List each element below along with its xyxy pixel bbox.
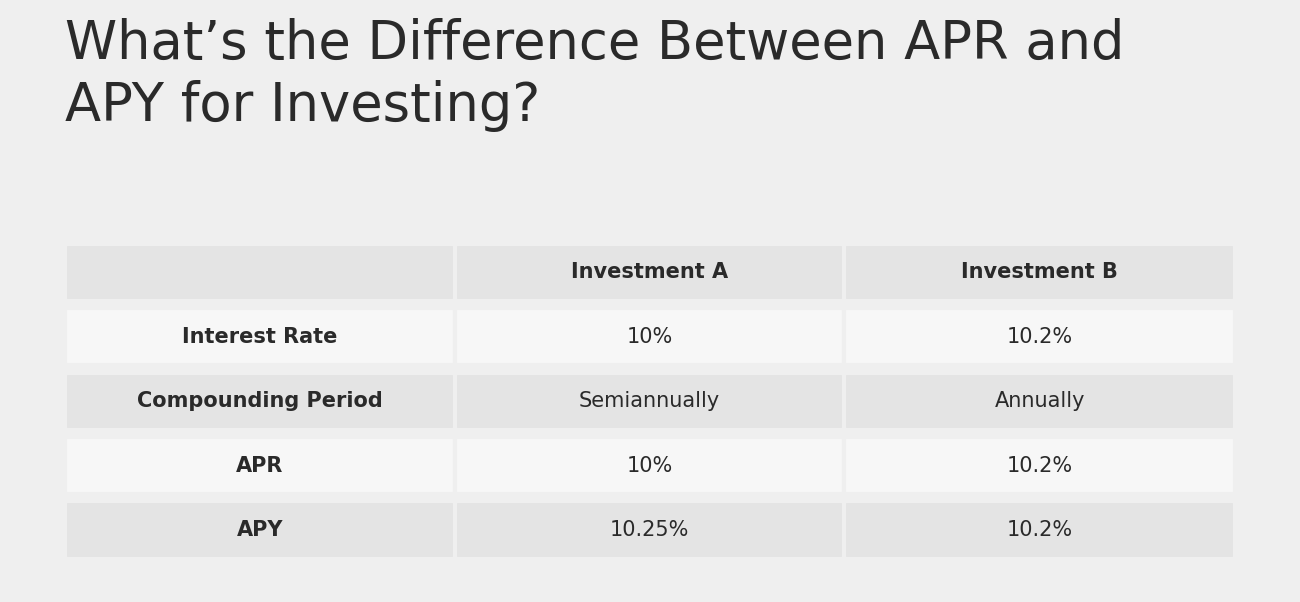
Text: 10%: 10% — [627, 456, 672, 476]
Text: APY: APY — [237, 520, 283, 540]
Text: 10.25%: 10.25% — [610, 520, 689, 540]
Text: 10.2%: 10.2% — [1006, 327, 1072, 347]
Text: Annually: Annually — [994, 391, 1086, 411]
Text: Semiannually: Semiannually — [578, 391, 720, 411]
Text: APR: APR — [237, 456, 283, 476]
Text: 10.2%: 10.2% — [1006, 456, 1072, 476]
Text: Investment A: Investment A — [571, 262, 728, 282]
Text: Interest Rate: Interest Rate — [182, 327, 338, 347]
Text: 10.2%: 10.2% — [1006, 520, 1072, 540]
Text: 10%: 10% — [627, 327, 672, 347]
Text: Investment B: Investment B — [961, 262, 1118, 282]
Text: Compounding Period: Compounding Period — [136, 391, 382, 411]
Text: What’s the Difference Between APR and
APY for Investing?: What’s the Difference Between APR and AP… — [65, 18, 1124, 132]
